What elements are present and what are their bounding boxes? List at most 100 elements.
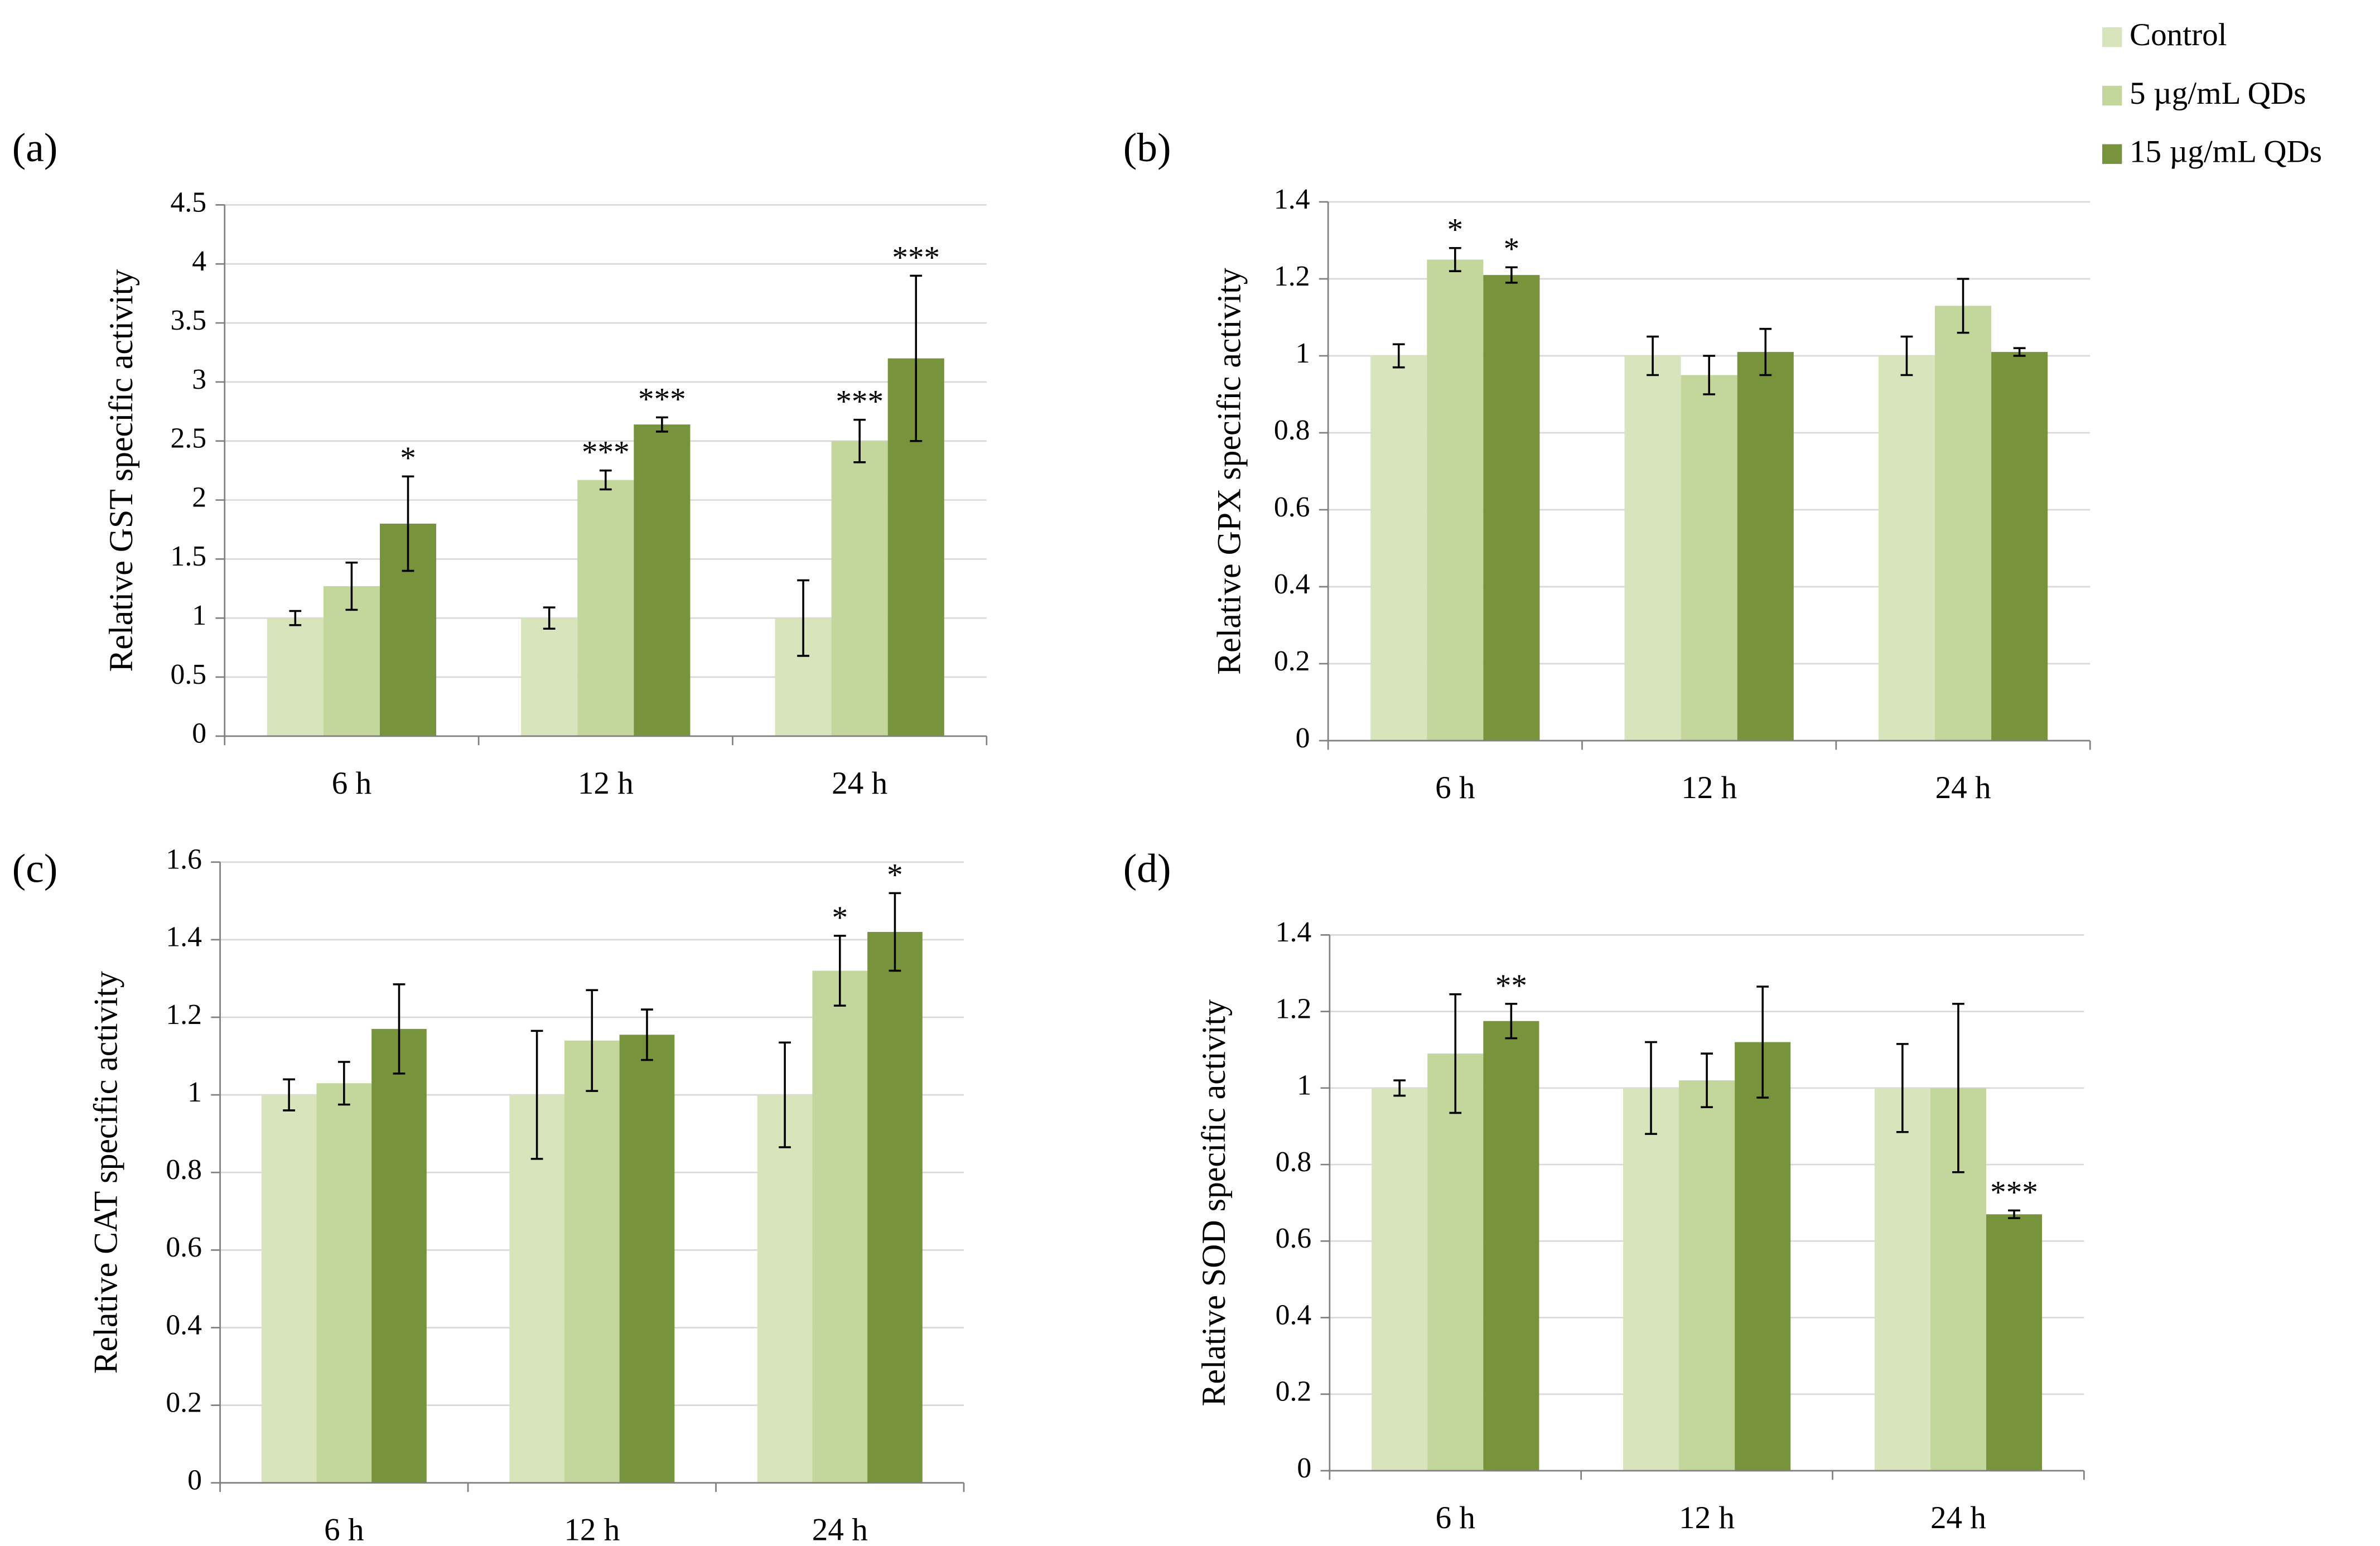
x-tick-label: 24 h	[832, 766, 887, 801]
y-tick-label: 1	[192, 600, 206, 631]
bar	[521, 618, 578, 736]
bar	[1623, 1088, 1679, 1471]
y-tick-label: 1	[187, 1076, 202, 1108]
x-tick-label: 6 h	[324, 1513, 364, 1546]
legend-swatch	[2102, 27, 2122, 47]
legend-label: 15 µg/mL QDs	[2130, 134, 2322, 170]
significance-mark: *	[1447, 212, 1464, 248]
y-tick-label: 0.2	[166, 1386, 202, 1418]
y-axis-label: Relative GST specific activity	[103, 269, 139, 672]
y-tick-label: 0.6	[166, 1231, 202, 1263]
error-bar	[543, 606, 556, 630]
y-tick-label: 0.5	[170, 659, 206, 690]
bar	[1935, 306, 1992, 741]
error-bar	[599, 469, 612, 491]
error-bar	[1505, 1003, 1518, 1040]
bar	[831, 441, 888, 736]
y-tick-label: 1.2	[1274, 260, 1310, 292]
y-tick-label: 0.2	[1274, 645, 1310, 677]
panel-label: (c)	[12, 846, 58, 891]
error-bar	[779, 1041, 791, 1148]
error-bar	[1645, 1041, 1657, 1135]
y-tick-label: 1.4	[166, 921, 202, 953]
y-tick-label: 0.8	[1276, 1146, 1312, 1178]
significance-mark: **	[1495, 968, 1527, 1003]
y-axis-label: Relative SOD specific activity	[1195, 999, 1232, 1407]
x-tick-label: 24 h	[1930, 1500, 1986, 1535]
y-tick-label: 2.5	[170, 423, 206, 455]
error-bar	[889, 892, 901, 972]
error-bar	[1957, 278, 1969, 334]
x-tick-label: 12 h	[1679, 1500, 1735, 1535]
y-tick-label: 0.4	[166, 1309, 202, 1341]
y-tick-label: 2	[192, 481, 206, 513]
bar	[577, 480, 634, 736]
error-bar	[402, 475, 414, 572]
bar	[1624, 355, 1681, 741]
error-bar	[1759, 327, 1772, 376]
significance-mark: *	[887, 857, 903, 892]
error-bar	[337, 1061, 350, 1106]
y-tick-label: 0	[1296, 722, 1310, 754]
error-bar	[853, 418, 866, 463]
y-tick-label: 0.6	[1274, 491, 1310, 523]
x-tick-label: 24 h	[812, 1513, 868, 1546]
y-tick-label: 0	[192, 718, 206, 750]
y-tick-label: 0.8	[1274, 414, 1310, 446]
y-tick-label: 3.5	[170, 305, 206, 336]
y-axis-label: Relative GPX specific activity	[1210, 268, 1247, 675]
y-tick-label: 0.8	[166, 1154, 202, 1186]
significance-mark: ***	[582, 435, 630, 470]
error-bar	[2013, 347, 2026, 357]
bar	[1372, 1088, 1428, 1471]
error-bar	[1703, 355, 1716, 395]
significance-mark: *	[1504, 231, 1520, 267]
y-tick-label: 0.4	[1276, 1299, 1312, 1331]
bar	[323, 586, 380, 736]
significance-mark: *	[400, 441, 416, 476]
y-tick-label: 0	[1297, 1452, 1311, 1484]
legend-swatch	[2102, 144, 2122, 164]
bar	[1681, 375, 1737, 741]
bar	[867, 931, 923, 1483]
x-tick-label: 6 h	[1436, 1500, 1475, 1535]
legend-label: 5 µg/mL QDs	[2130, 76, 2306, 111]
legend-label: Control	[2130, 17, 2227, 52]
error-bar	[656, 416, 668, 433]
error-bar	[2008, 1209, 2020, 1219]
y-tick-label: 1.2	[1276, 993, 1312, 1025]
bar	[1483, 1021, 1539, 1471]
error-bar	[393, 983, 405, 1075]
error-bar	[530, 1030, 543, 1160]
error-bar	[1900, 335, 1913, 376]
bar	[757, 1095, 813, 1483]
y-tick-label: 1.2	[166, 999, 202, 1031]
error-bar	[283, 1078, 296, 1112]
error-bar	[586, 989, 598, 1092]
bar	[1991, 352, 2048, 741]
y-tick-label: 4	[192, 245, 206, 277]
y-tick-label: 1.6	[166, 844, 202, 876]
significance-mark: ***	[638, 381, 686, 417]
legend-swatch	[2102, 85, 2122, 106]
bar	[1427, 259, 1484, 741]
panel-label: (b)	[1123, 125, 1171, 170]
error-bar	[345, 561, 358, 611]
y-tick-label: 4.5	[170, 186, 206, 218]
x-tick-label: 12 h	[578, 766, 634, 801]
error-bar	[641, 1008, 653, 1061]
bar	[1874, 1088, 1930, 1471]
y-tick-label: 1.4	[1274, 183, 1310, 215]
y-tick-label: 1.4	[1276, 916, 1312, 948]
y-tick-label: 1	[1297, 1070, 1311, 1101]
bar	[1679, 1080, 1735, 1471]
bar	[619, 1035, 675, 1483]
bar	[564, 1040, 620, 1483]
bar	[1737, 352, 1794, 741]
x-tick-label: 24 h	[1935, 770, 1991, 805]
x-tick-label: 12 h	[564, 1513, 620, 1546]
error-bar	[1896, 1043, 1909, 1133]
bar	[1483, 275, 1540, 741]
